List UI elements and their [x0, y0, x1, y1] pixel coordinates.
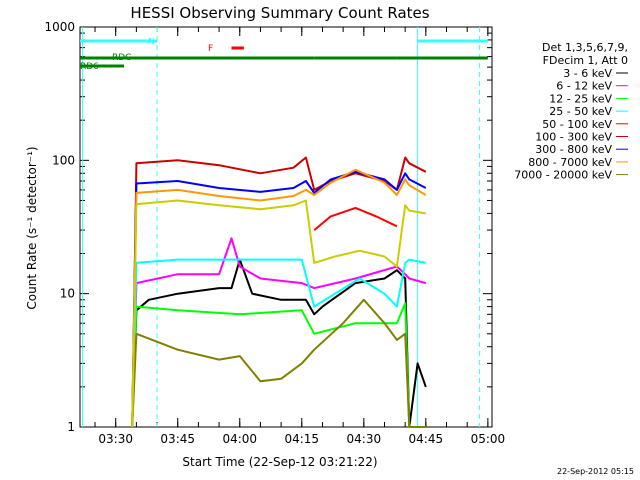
y-tick-label: 100	[52, 153, 75, 167]
legend-entry: 12 - 25 keV	[549, 92, 612, 105]
x-tick-label: 04:45	[409, 432, 444, 446]
series-line-9	[131, 199, 426, 428]
series-line-7	[131, 168, 427, 428]
legend-entry: 25 - 50 keV	[549, 105, 612, 118]
x-axis-label: Start Time (22-Sep-12 03:21:22)	[182, 455, 377, 469]
legend-entry: 300 - 800 keV	[535, 143, 612, 156]
flag-n: N	[80, 37, 488, 47]
series-line-3	[131, 258, 426, 428]
x-tick-label: 04:30	[347, 432, 382, 446]
series-line-1	[131, 237, 427, 428]
flag-f: F	[208, 44, 244, 54]
x-tick-label: 03:45	[160, 432, 195, 446]
series-line-6	[131, 170, 427, 428]
series-line-4	[313, 206, 398, 231]
y-axis-label: Count Rate (s⁻¹ detector⁻¹)	[25, 146, 39, 309]
legend-entry: 3 - 6 keV	[563, 67, 612, 80]
x-tick-label: 05:00	[471, 432, 506, 446]
legend-entry: 50 - 100 keV	[542, 118, 612, 131]
y-tick-label: 1	[67, 420, 75, 434]
y-tick-label: 1000	[44, 20, 75, 34]
series-line-2	[131, 302, 426, 428]
flag-rd6: RD6	[80, 62, 124, 72]
flag-label: N	[148, 37, 155, 47]
flag-label: F	[208, 44, 213, 54]
series-line-0	[131, 258, 427, 428]
legend-entry: 100 - 300 keV	[535, 131, 612, 144]
legend-entry: 7000 - 20000 keV	[514, 169, 612, 182]
series-line-5	[131, 156, 427, 428]
plot-frame	[79, 26, 493, 428]
legend-entry: 6 - 12 keV	[556, 80, 612, 93]
y-tick-label: 10	[60, 287, 75, 301]
chart-title: HESSI Observing Summary Count Rates	[130, 4, 429, 22]
footer-timestamp: 22-Sep-2012 05:15	[557, 467, 634, 476]
legend-entry: 800 - 7000 keV	[528, 156, 612, 169]
flag-label: RD6	[80, 62, 99, 72]
flag-label: RDC	[112, 53, 131, 63]
flag-rdc: RDC	[80, 53, 488, 63]
series-line-8	[131, 298, 426, 428]
legend-header-line: Det 1,3,5,6,7,9,	[542, 41, 628, 54]
x-tick-label: 04:15	[284, 432, 319, 446]
x-tick-label: 04:00	[222, 432, 257, 446]
legend-header-line: FDecim 1, Att 0	[543, 54, 628, 67]
x-tick-label: 03:30	[98, 432, 133, 446]
legend: Det 1,3,5,6,7,9,FDecim 1, Att 03 - 6 keV…	[514, 41, 628, 182]
plot-area: 1 10 100 1000 03:30 03:45 04:00 04:15 04:30 04:45…	[44, 20, 505, 446]
